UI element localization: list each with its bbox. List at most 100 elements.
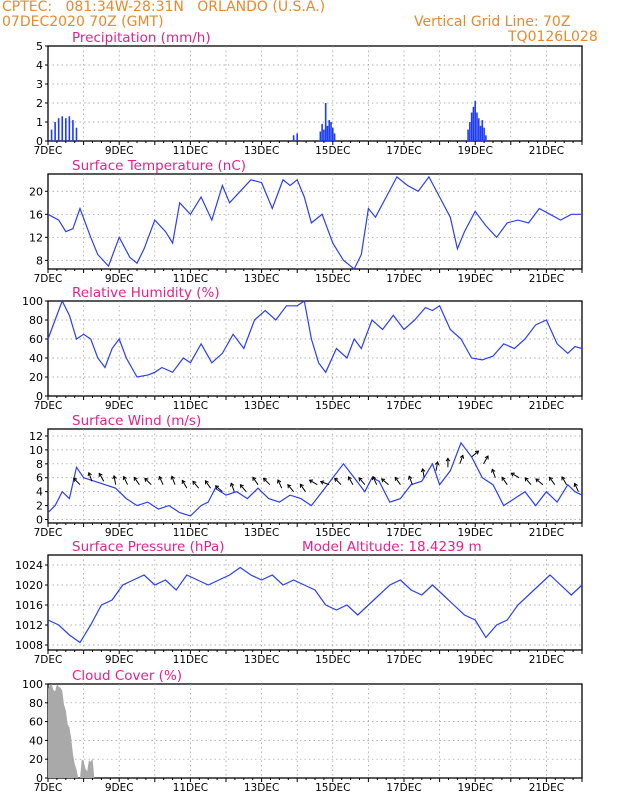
wind-xtick-label: 13DEC <box>244 527 279 539</box>
wind-arrow-head <box>484 455 489 460</box>
wind-arrow-head <box>144 477 149 482</box>
precip-bar <box>68 116 71 141</box>
wind-arrow-shaft <box>98 473 105 482</box>
wind-arrow-head <box>112 474 117 480</box>
cloud-xtick-label: 15DEC <box>315 782 350 794</box>
rh-ytick-label: 40 <box>29 352 43 365</box>
precip-xtick-label: 19DEC <box>457 145 492 157</box>
wind-arrow-head <box>170 475 175 480</box>
wind-arrow-shaft <box>334 477 342 486</box>
cloud-ytick-label: 0 <box>36 772 43 785</box>
wind-arrow-head <box>380 478 386 483</box>
cloud-xtick-label: 13DEC <box>244 782 279 794</box>
cloud-frame <box>47 683 583 779</box>
cloud-xtick-label: 21DEC <box>529 782 564 794</box>
wind-arrow-shaft <box>574 483 579 492</box>
precip-bar <box>296 133 299 141</box>
rh-title: Relative Humidity (%) <box>72 285 220 301</box>
temp-ytick-label: 12 <box>29 231 43 244</box>
temp-xtick-label: 21DEC <box>529 273 564 285</box>
precip-bar <box>331 127 334 141</box>
rh-ytick-label: 0 <box>36 390 43 403</box>
cloud-xtick-label: 19DEC <box>457 782 492 794</box>
wind-arrow-shaft <box>88 472 93 482</box>
temp-xtick-label: 13DEC <box>244 273 279 285</box>
precip-bar <box>330 122 332 141</box>
precip-title: Precipitation (mm/h) <box>72 30 211 46</box>
precip-xtick-label: 15DEC <box>315 145 350 157</box>
wind-arrow-shaft <box>435 461 439 471</box>
cloud-xtick-label: 9DEC <box>105 782 134 794</box>
wind-arrow-head <box>474 450 480 455</box>
wind-arrow-head <box>491 468 496 473</box>
wind-arrow-head <box>371 475 377 481</box>
header-model-code: TQ0126L028 <box>508 29 598 45</box>
pres-annotation: Model Altitude: 18.4239 m <box>302 539 482 555</box>
wind-arrow-head <box>334 477 339 482</box>
precip-bar <box>75 127 78 141</box>
wind-arrow-head <box>239 484 244 489</box>
pres-ytick-label: 1012 <box>15 619 43 632</box>
wind-arrow-head <box>459 454 465 459</box>
wind-xtick-label: 11DEC <box>173 527 208 539</box>
wind-arrow-shaft <box>483 455 489 465</box>
pres-frame <box>47 554 583 651</box>
wind-arrow-shaft <box>73 477 81 486</box>
precip-bar <box>483 127 485 141</box>
rh-xtick-label: 13DEC <box>244 400 279 412</box>
wind-arrow-head <box>277 479 282 484</box>
wind-arrow-head <box>98 472 103 477</box>
precip-bar <box>54 122 56 141</box>
temp-xtick-label: 19DEC <box>457 273 492 285</box>
rh-xtick-label: 11DEC <box>173 400 208 412</box>
wind-arrow-shaft <box>230 483 235 492</box>
precip-xtick-label: 21DEC <box>529 145 564 157</box>
precip-bar <box>470 112 473 141</box>
precip-frame <box>47 45 583 142</box>
precip-bar <box>61 116 64 141</box>
rh-ytick-label: 60 <box>29 333 43 346</box>
wind-arrow-shaft <box>394 477 401 485</box>
rh-xtick-label: 17DEC <box>386 400 421 412</box>
precip-bar <box>64 118 67 141</box>
temp-ytick-label: 8 <box>36 254 43 267</box>
precip-bar <box>292 135 295 141</box>
wind-arrow-shaft <box>287 484 295 492</box>
wind-arrow-head <box>73 477 78 482</box>
wind-arrow-shaft <box>113 475 117 485</box>
wind-arrow-head <box>158 475 163 481</box>
wind-xtick-label: 15DEC <box>315 527 350 539</box>
wind-arrow-shaft <box>158 476 164 485</box>
pres-xtick-label: 15DEC <box>315 654 350 666</box>
cloud-title: Cloud Cover (%) <box>72 668 182 684</box>
precip-ytick-label: 1 <box>36 116 43 129</box>
wind-arrow-shaft <box>459 455 464 464</box>
wind-arrow-shaft <box>561 476 568 485</box>
wind-xtick-label: 7DEC <box>34 527 63 539</box>
wind-arrow-head <box>420 467 426 473</box>
precip-bar <box>467 129 469 141</box>
wind-arrow-shaft <box>240 484 247 492</box>
wind-arrow-head <box>573 482 578 488</box>
pres-title: Surface Pressure (hPa) <box>72 539 225 555</box>
wind-arrow-head <box>308 479 314 484</box>
precip-bar <box>328 120 331 141</box>
header-grid-note: Vertical Grid Line: 70Z <box>414 14 571 30</box>
wind-arrow-shaft <box>524 477 532 486</box>
pres-xtick-label: 9DEC <box>105 654 134 666</box>
precip-ytick-label: 0 <box>36 135 43 148</box>
precip-bar <box>481 120 484 141</box>
wind-arrow-head <box>561 476 566 481</box>
cloud-xtick-label: 11DEC <box>173 782 208 794</box>
wind-arrow-shaft <box>144 477 152 486</box>
wind-arrow-shaft <box>471 450 479 458</box>
wind-frame <box>47 428 583 524</box>
precip-bar <box>50 129 53 141</box>
precip-bar <box>57 118 60 141</box>
wind-arrow-shaft <box>501 477 508 485</box>
wind-arrow-head <box>535 478 540 483</box>
precip-bar <box>469 122 471 141</box>
cloud-ytick-label: 100 <box>22 678 43 691</box>
wind-arrow-head <box>229 482 235 487</box>
precip-xtick-label: 17DEC <box>386 145 421 157</box>
